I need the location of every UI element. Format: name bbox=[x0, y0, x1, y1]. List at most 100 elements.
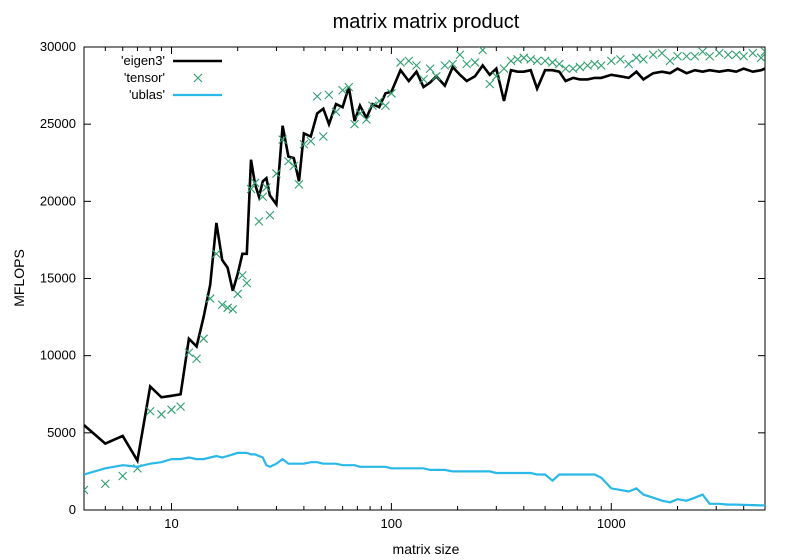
y-tick-label: 10000 bbox=[40, 348, 76, 363]
data-point-tensor bbox=[739, 51, 749, 61]
data-point-tensor bbox=[606, 56, 616, 66]
data-point-tensor bbox=[583, 61, 592, 70]
data-point-tensor bbox=[705, 51, 715, 61]
data-point-tensor bbox=[368, 101, 377, 111]
data-point-tensor bbox=[575, 62, 585, 72]
data-point-tensor bbox=[723, 50, 733, 60]
plot-frame bbox=[83, 46, 766, 511]
series-line-ublas bbox=[84, 451, 765, 507]
y-tick-label: 30000 bbox=[40, 39, 76, 54]
chart-title: matrix matrix product bbox=[333, 11, 520, 33]
data-point-tensor bbox=[250, 178, 260, 188]
data-point-tensor bbox=[306, 136, 316, 146]
data-point-tensor bbox=[404, 56, 414, 66]
data-point-tensor bbox=[540, 56, 550, 66]
series-line-eigen3 bbox=[84, 63, 765, 465]
x-axis-label: matrix size bbox=[393, 541, 460, 557]
data-point-tensor bbox=[665, 56, 675, 66]
data-point-tensor bbox=[318, 132, 328, 141]
data-point-tensor bbox=[756, 53, 765, 63]
data-point-tensor bbox=[299, 139, 309, 149]
y-tick-label: 0 bbox=[69, 502, 76, 517]
data-point-tensor bbox=[440, 61, 450, 70]
data-point-tensor bbox=[519, 53, 529, 63]
series-tensor bbox=[84, 47, 765, 495]
y-tick-label: 15000 bbox=[40, 271, 76, 286]
data-point-tensor bbox=[233, 289, 243, 299]
data-point-tensor bbox=[118, 471, 128, 481]
data-point-tensor bbox=[331, 107, 341, 117]
data-point-tensor bbox=[568, 64, 578, 73]
data-point-tensor bbox=[513, 54, 523, 64]
data-point-tensor bbox=[485, 79, 495, 89]
data-point-tensor bbox=[283, 156, 293, 166]
data-point-tensor bbox=[289, 161, 299, 171]
data-point-tensor bbox=[554, 59, 564, 69]
data-point-tensor bbox=[254, 217, 264, 226]
data-point-tensor bbox=[673, 51, 682, 61]
data-point-tensor bbox=[425, 64, 435, 73]
data-point-tensor bbox=[362, 115, 371, 124]
data-point-tensor bbox=[223, 303, 233, 313]
data-point-tensor bbox=[616, 54, 625, 64]
data-point-tensor bbox=[246, 184, 256, 194]
data-point-tensor bbox=[462, 59, 472, 69]
legend-label-ublas: 'ublas' bbox=[129, 87, 165, 102]
x-tick-label: 1000 bbox=[597, 516, 626, 531]
y-axis-label: MFLOPS bbox=[11, 249, 27, 307]
data-point-tensor bbox=[217, 300, 227, 310]
data-point-tensor bbox=[84, 485, 89, 495]
data-point-tensor bbox=[639, 54, 648, 64]
data-point-tensor bbox=[596, 61, 606, 70]
legend: 'eigen3' 'tensor' 'ublas' bbox=[121, 53, 222, 102]
data-point-tensor bbox=[312, 91, 322, 101]
data-point-tensor bbox=[690, 51, 700, 61]
data-point-tensor bbox=[100, 479, 110, 489]
data-point-tensor bbox=[431, 71, 441, 81]
data-point-tensor bbox=[374, 96, 384, 106]
data-point-tensor bbox=[184, 348, 194, 357]
data-point-tensor bbox=[258, 192, 268, 202]
data-point-tensor bbox=[455, 50, 465, 60]
data-point-tensor bbox=[396, 58, 405, 67]
data-point-tensor bbox=[338, 85, 348, 95]
data-point-tensor bbox=[631, 53, 641, 63]
data-point-tensor bbox=[506, 56, 516, 66]
data-point-tensor bbox=[387, 88, 396, 98]
data-point-tensor bbox=[145, 406, 155, 416]
data-point-tensor bbox=[491, 71, 501, 81]
data-point-tensor bbox=[478, 47, 488, 55]
data-point-tensor bbox=[265, 210, 275, 220]
data-point-tensor bbox=[237, 271, 247, 280]
data-point-tensor bbox=[760, 47, 765, 57]
data-point-tensor bbox=[228, 304, 238, 314]
data-point-tensor bbox=[682, 51, 691, 61]
data-point-tensor bbox=[199, 334, 209, 344]
data-point-tensor bbox=[350, 119, 359, 129]
data-point-tensor bbox=[624, 59, 634, 69]
x-tick-label: 10 bbox=[164, 516, 178, 531]
data-point-tensor bbox=[272, 169, 281, 178]
series-ublas bbox=[84, 451, 765, 507]
data-point-tensor bbox=[212, 249, 221, 259]
data-point-tensor bbox=[748, 48, 758, 58]
data-point-tensor bbox=[242, 278, 252, 288]
axes: 0 5000 10000 15000 20000 25000 30000 10 100 1000 bbox=[40, 39, 766, 531]
series-eigen3 bbox=[84, 63, 765, 465]
data-point-tensor bbox=[448, 59, 458, 69]
x-tick-label: 100 bbox=[381, 516, 403, 531]
data-point-tensor bbox=[419, 75, 428, 84]
data-point-tensor bbox=[714, 48, 724, 58]
data-point-tensor bbox=[344, 82, 354, 92]
data-point-tensor bbox=[192, 354, 201, 364]
data-point-tensor bbox=[294, 179, 304, 189]
data-point-tensor bbox=[561, 64, 571, 73]
data-point-tensor bbox=[278, 135, 287, 144]
y-tick-label: 5000 bbox=[47, 425, 76, 440]
legend-label-eigen3: 'eigen3' bbox=[121, 53, 165, 68]
data-point-tensor bbox=[167, 405, 176, 415]
data-point-tensor bbox=[470, 58, 480, 67]
data-point-tensor bbox=[548, 58, 557, 67]
data-point-tensor bbox=[176, 402, 185, 411]
